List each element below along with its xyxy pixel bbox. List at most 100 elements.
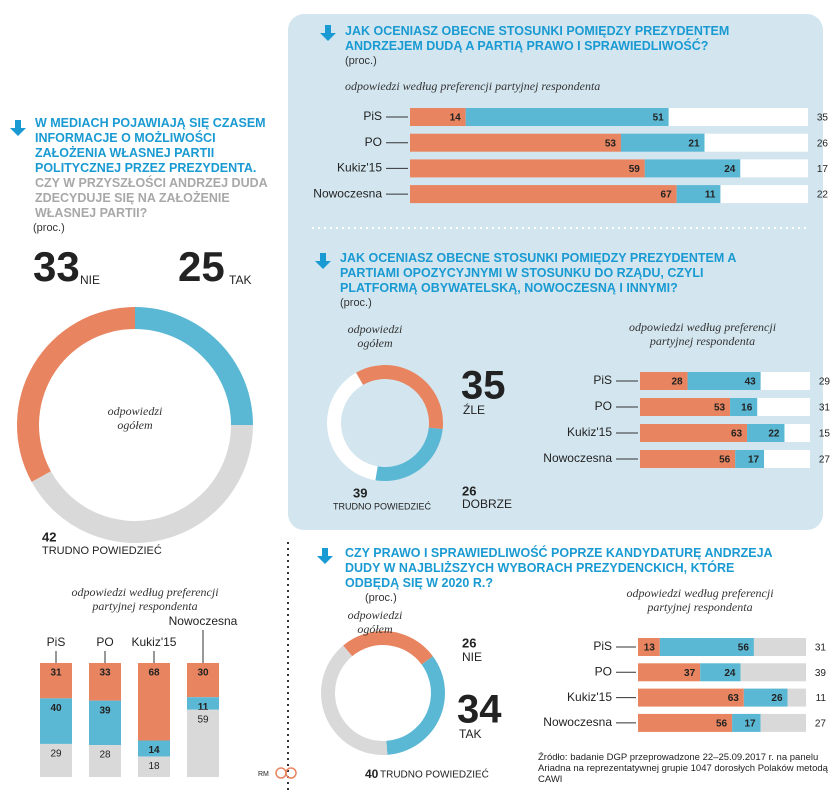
donut-segment (326, 372, 378, 481)
category-label: TRUDNO POWIEDZIEĆ (380, 768, 489, 781)
value-label: 11 (816, 693, 827, 704)
category-label: Nowoczesna (169, 614, 238, 628)
bar-segment (187, 709, 219, 777)
value-label: 63 (728, 693, 740, 704)
chart-header: W MEDIACH POJAWIAJĄ SIĘ CZASEM INFORMACJ… (33, 116, 280, 236)
bar-segment (638, 663, 701, 682)
value-label: 11 (705, 190, 716, 201)
chart-subtitle: odpowiedzi według preferencji partyjnej … (628, 320, 777, 348)
bar-segment (89, 700, 121, 746)
chart-title: JAK OCENIASZ OBECNE STOSUNKI POMIĘDZY PR… (340, 251, 736, 295)
value-label: 22 (768, 429, 780, 440)
bar-segment (40, 663, 72, 699)
bar-segment (138, 740, 170, 757)
value-label: 17 (745, 719, 757, 730)
value-label: 67 (661, 190, 673, 201)
donut-segment (135, 307, 253, 425)
center-label: odpowiedzi ogółem (347, 608, 403, 636)
category-label: Nowoczesna (543, 451, 612, 465)
value-label: 14 (450, 113, 462, 124)
bar-segment (747, 424, 785, 442)
bar-segment (700, 663, 741, 682)
bar-segment (687, 372, 761, 390)
bar-segment (638, 688, 744, 707)
logo (275, 767, 287, 779)
value-label: 21 (688, 138, 700, 149)
value-label: 68 (148, 668, 160, 679)
arrow-icon (320, 25, 336, 41)
value-label: 31 (819, 403, 831, 414)
category-label: PiS (363, 109, 382, 123)
value-label: 31 (50, 668, 62, 679)
value-label: 33 (99, 668, 111, 679)
unit: (proc.) (365, 592, 397, 604)
value-label: 59 (629, 164, 641, 175)
value-label: 63 (731, 429, 743, 440)
bar-segment (659, 638, 754, 656)
value-label: 18 (148, 761, 160, 772)
bar-segment (735, 450, 765, 468)
bar-segment (89, 745, 121, 777)
category-label: PO (595, 664, 612, 678)
bar-segment (620, 133, 705, 152)
bar-segment (138, 663, 170, 741)
chart-header: CZY PRAWO I SPRAWIEDLIWOŚĆ POPRZE KANDYD… (345, 546, 775, 606)
category-label: PO (595, 399, 612, 413)
value-label: 26 (462, 635, 476, 650)
bar-segment (740, 663, 806, 682)
bar-segment (410, 159, 645, 178)
bar-segment (760, 713, 806, 732)
category-label: Kukiz'15 (132, 635, 177, 649)
donut-segment (17, 307, 136, 482)
donut-segment (386, 656, 445, 755)
value-label: 34 (457, 688, 502, 732)
value-label: 28 (671, 377, 683, 388)
category-label: PiS (47, 635, 66, 649)
bar-segment (784, 424, 810, 442)
value-label: 11 (198, 702, 209, 713)
bar-segment (743, 688, 788, 707)
chart-subtitle: CZY W PRZYSZŁOŚCI ANDRZEJ DUDA ZDECYDUJE… (35, 176, 268, 220)
value-label: 39 (353, 485, 367, 500)
arrow-icon (10, 120, 26, 136)
value-label: 53 (714, 403, 726, 414)
bar-segment (40, 743, 72, 777)
bar-segment (732, 713, 761, 732)
value-label: 56 (738, 643, 750, 654)
arrow-icon (315, 253, 331, 269)
value-label: 24 (724, 668, 736, 679)
bar-segment (644, 159, 741, 178)
bar-segment (640, 424, 748, 442)
donut-segment (321, 645, 388, 755)
bar-segment (753, 638, 806, 656)
bar-segment (187, 663, 219, 698)
value-label: 42 (42, 529, 56, 544)
bar-segment (465, 108, 669, 126)
credit: RM (258, 771, 269, 778)
category-label: NIE (462, 650, 482, 664)
value-label: 27 (815, 719, 827, 730)
chart-header: JAK OCENIASZ OBECNE STOSUNKI POMIĘDZY PR… (340, 251, 770, 311)
value-label: 13 (644, 643, 656, 654)
category-label: Kukiz'15 (337, 161, 382, 175)
value-label: 29 (819, 377, 831, 388)
bar-segment (638, 713, 733, 732)
category-label: Kukiz'15 (567, 690, 612, 704)
category-label: TRUDNO POWIEDZIEĆ (42, 544, 162, 557)
bar-segment (760, 372, 810, 390)
arrow-icon (317, 548, 333, 564)
category-label: TAK (459, 727, 481, 741)
chart-subtitle: odpowiedzi według preferencji partyjnej … (345, 79, 601, 93)
bar-segment (676, 185, 721, 204)
value-label: 28 (99, 750, 111, 761)
value-label: 26 (817, 138, 829, 149)
category-label: Kukiz'15 (567, 425, 612, 439)
value-label: 14 (148, 745, 160, 756)
unit: (proc.) (33, 222, 65, 234)
donut-segment (31, 425, 254, 543)
value-label: 40 (50, 703, 62, 714)
chart-title: W MEDIACH POJAWIAJĄ SIĘ CZASEM INFORMACJ… (35, 116, 266, 175)
value-label: 37 (684, 668, 696, 679)
